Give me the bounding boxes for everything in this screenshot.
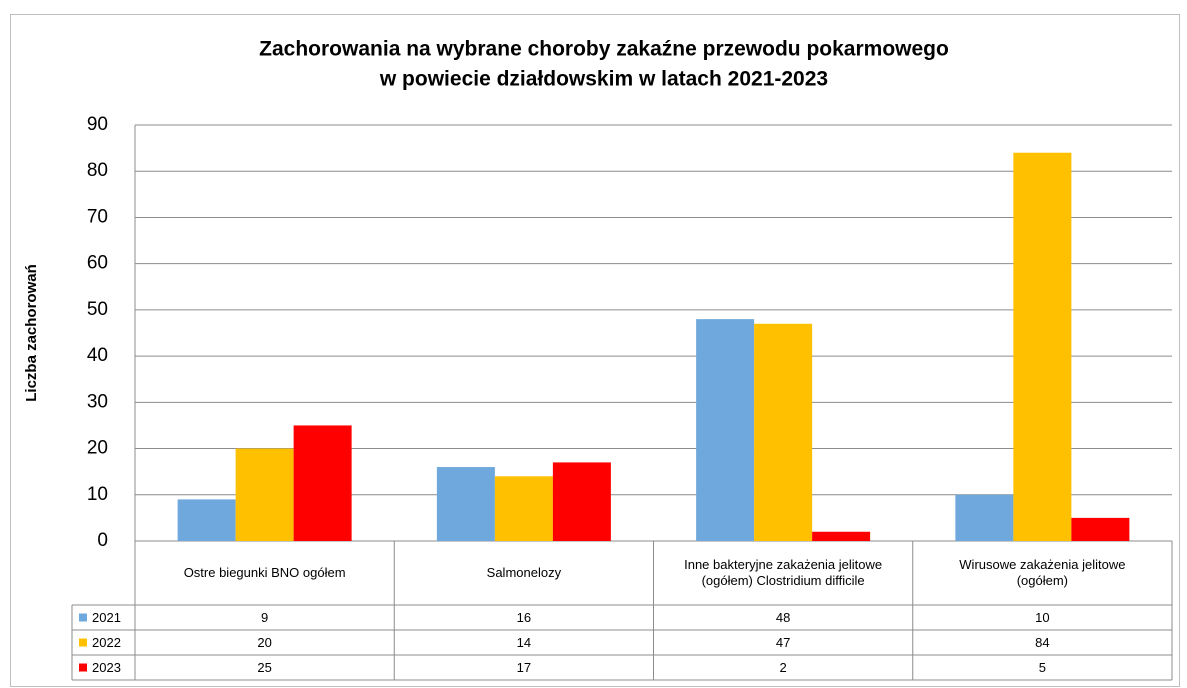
legend-label: 2023 <box>92 660 121 675</box>
category-label: Inne bakteryjne zakażenia jelitowe (ogół… <box>684 557 883 588</box>
table-value: 14 <box>517 635 531 650</box>
table-value: 16 <box>517 610 531 625</box>
category-label: Wirusowe zakażenia jelitowe (ogółem) <box>959 557 1126 588</box>
y-tick-label: 10 <box>87 484 108 505</box>
bar <box>812 531 871 541</box>
table-value: 25 <box>257 660 271 675</box>
y-tick-label: 60 <box>87 253 108 274</box>
y-tick-label: 70 <box>87 206 108 227</box>
bar <box>494 476 553 541</box>
y-tick-label: 50 <box>87 299 108 320</box>
bar <box>177 499 236 541</box>
table-value: 5 <box>1039 660 1046 675</box>
legend-swatch <box>79 663 87 672</box>
bar <box>436 467 495 541</box>
bar <box>696 319 755 541</box>
category-label: Ostre biegunki BNO ogółem <box>183 565 346 580</box>
bar <box>293 425 352 541</box>
table-value: 17 <box>517 660 531 675</box>
table-value: 10 <box>1035 610 1049 625</box>
legend-label: 2022 <box>92 635 121 650</box>
bar <box>1013 152 1072 541</box>
table-value: 20 <box>257 635 271 650</box>
y-tick-label: 30 <box>87 391 108 412</box>
y-tick-label: 80 <box>87 160 108 181</box>
table-value: 2 <box>780 660 787 675</box>
table-value: 84 <box>1035 635 1049 650</box>
y-tick-label: 0 <box>97 530 108 551</box>
bar <box>754 323 813 541</box>
y-tick-label: 90 <box>87 114 108 135</box>
bar <box>955 494 1014 541</box>
y-tick-label: 40 <box>87 345 108 366</box>
bar <box>552 462 611 541</box>
y-axis-label: Liczba zachorowań <box>23 264 40 402</box>
legend-swatch <box>79 638 87 647</box>
legend-swatch <box>79 613 87 622</box>
table-value: 48 <box>776 610 790 625</box>
category-label: Salmonelozy <box>486 565 562 580</box>
chart-border <box>10 14 1180 687</box>
table-value: 9 <box>261 610 268 625</box>
legend-label: 2021 <box>92 610 121 625</box>
y-tick-label: 20 <box>87 438 108 459</box>
chart-title: Zachorowania na wybrane choroby zakaźne … <box>259 38 949 61</box>
bar <box>235 448 294 541</box>
chart-title: w powiecie działdowskim w latach 2021-20… <box>379 68 828 91</box>
table-value: 47 <box>776 635 790 650</box>
bar <box>1071 517 1130 541</box>
